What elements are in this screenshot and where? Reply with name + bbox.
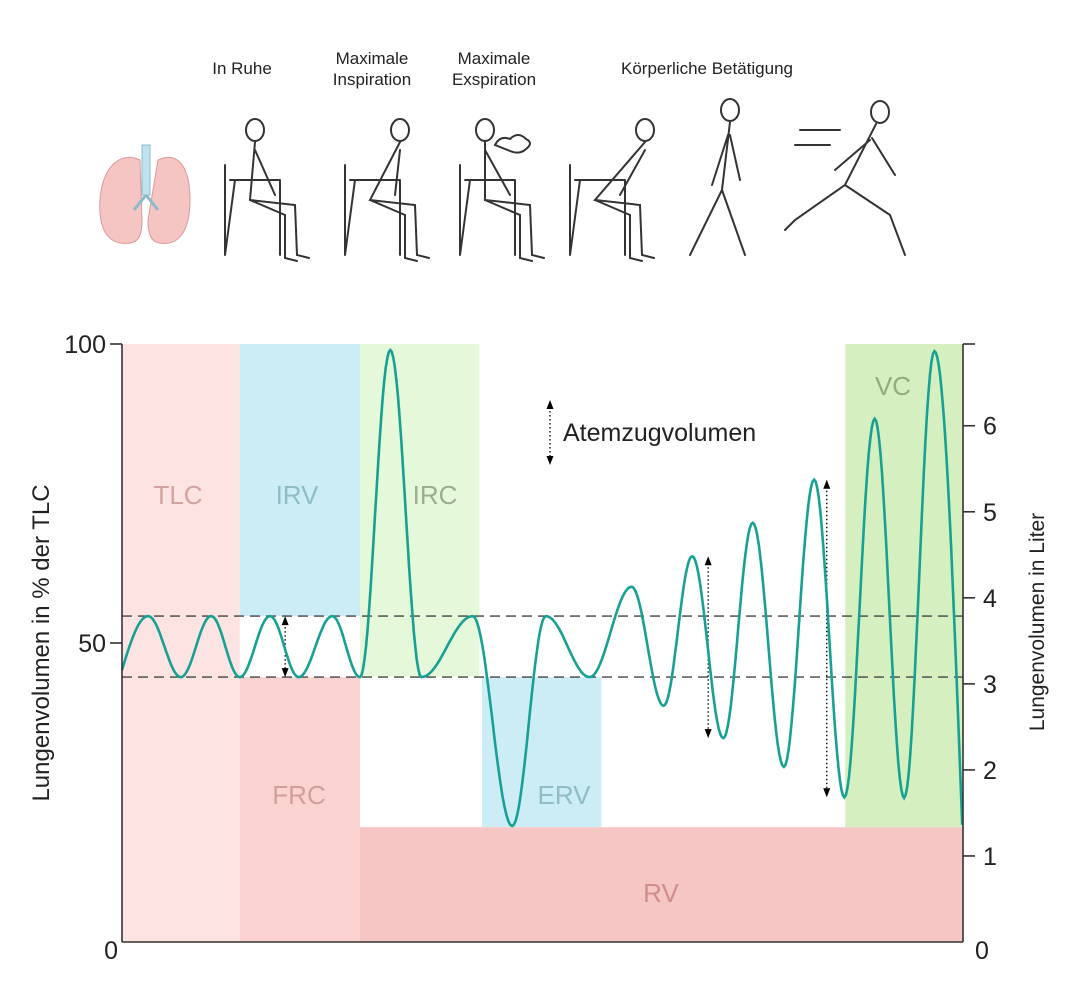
y2-axis-label: Lungenvolumen in Liter bbox=[1026, 513, 1049, 731]
region-label-vc: VC bbox=[875, 371, 911, 401]
region-label-rv: RV bbox=[643, 878, 679, 908]
region-erv bbox=[481, 677, 602, 828]
y-tick-label: 100 bbox=[64, 331, 106, 359]
resting-person-icon bbox=[224, 118, 310, 262]
inhaling-person-icon bbox=[344, 118, 430, 262]
region-irc bbox=[360, 344, 480, 678]
scene-label-rest: In Ruhe bbox=[212, 59, 272, 78]
running-person-icon bbox=[784, 100, 906, 256]
region-vc bbox=[845, 344, 963, 828]
tired-person-icon bbox=[569, 118, 656, 262]
region-label-irc: IRC bbox=[413, 480, 458, 510]
region-label-erv: ERV bbox=[538, 780, 592, 810]
region-tlc bbox=[122, 344, 240, 942]
y2-tick-label: 4 bbox=[983, 585, 997, 613]
y-tick-label: 0 bbox=[104, 937, 118, 965]
region-label-tlc: TLC bbox=[153, 480, 202, 510]
y2-tick-label: 3 bbox=[983, 671, 997, 699]
y2-tick-label: 2 bbox=[983, 757, 997, 785]
y2-tick-label: 1 bbox=[983, 843, 997, 871]
y-tick-label: 50 bbox=[78, 630, 106, 658]
region-label-frc: FRC bbox=[272, 780, 325, 810]
lungs-icon bbox=[99, 144, 191, 244]
y-axis-label: Lungenvolumen in % der TLC bbox=[28, 484, 55, 801]
y2-tick-label: 6 bbox=[983, 413, 997, 441]
region-irv bbox=[239, 344, 361, 617]
y2-tick-label: 0 bbox=[975, 937, 989, 965]
breath-cloud-icon bbox=[493, 134, 531, 154]
legend-arrow-icon bbox=[546, 400, 554, 465]
lung-volume-curve bbox=[120, 347, 964, 828]
region-label-irv: IRV bbox=[276, 480, 320, 510]
walking-person-icon bbox=[689, 98, 746, 256]
region-frc bbox=[239, 677, 361, 942]
scene-label-max-inspiration: Maximale Inspiration bbox=[332, 49, 412, 89]
scene-label-max-expiration: Maximale Exspiration bbox=[451, 49, 537, 89]
scene-label-exercise: Körperliche Betätigung bbox=[620, 59, 794, 78]
region-rv bbox=[360, 827, 963, 942]
legend-label: Atemzugvolumen bbox=[563, 419, 756, 447]
y2-tick-label: 5 bbox=[983, 499, 997, 527]
illustrations bbox=[99, 98, 906, 262]
legend: Atemzugvolumen bbox=[546, 400, 756, 465]
exhaling-person-icon bbox=[459, 118, 545, 262]
tidal-volume-arrow bbox=[823, 479, 831, 798]
